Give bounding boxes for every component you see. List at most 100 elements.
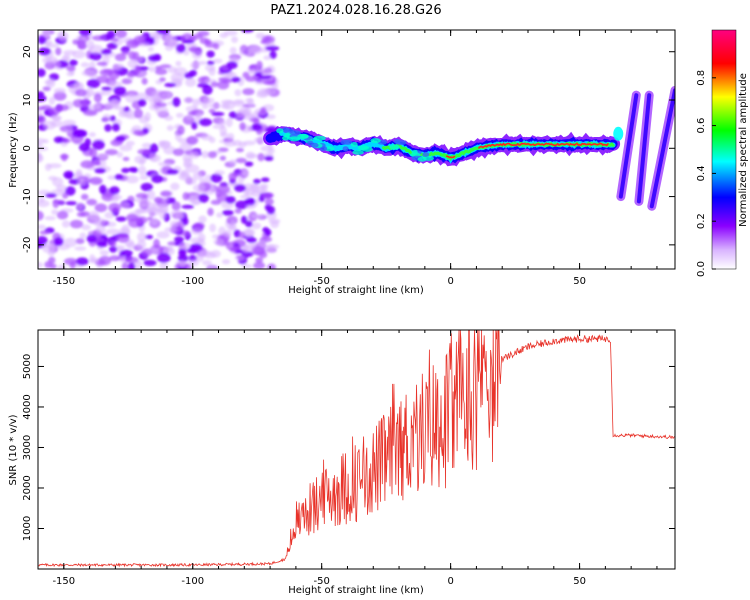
spectrogram-noise-blob [151, 174, 164, 184]
spectrogram-frame [37, 29, 676, 270]
spectrogram-noise-blob [229, 159, 238, 165]
spectrogram-noise-blob [106, 30, 116, 40]
spectrogram-noise-blob [181, 39, 195, 44]
spectrogram-noise-blob [109, 255, 120, 262]
spectrogram-noise-blob [159, 77, 166, 82]
spectrogram-noise-blob [170, 72, 185, 83]
spectrogram-noise-blob [148, 66, 156, 73]
spectrogram-noise-blob [226, 61, 238, 69]
spectrogram-noise-blob [245, 197, 256, 206]
spectrogram-noise-blob [134, 65, 141, 75]
snr-ylabel: SNR (10 * v/v) [8, 414, 19, 485]
spectrogram-noise-blob [141, 248, 153, 257]
spectrogram-noise-blob [82, 98, 90, 108]
snr-xtick-label: 0 [447, 576, 453, 587]
spectrogram-noise-blob [183, 97, 194, 103]
spectrogram-noise-blob [133, 108, 143, 119]
spectrogram-noise-blob [164, 227, 177, 233]
spectrogram-noise-blob [243, 140, 256, 146]
spectrogram-ridge-blob [340, 139, 350, 145]
spectrogram-noise-blob [185, 114, 194, 120]
spectrogram-noise-blob [238, 231, 246, 239]
spectrogram-noise-blob [241, 113, 254, 120]
spectrogram-ridge-blob [282, 135, 290, 141]
spectrogram-noise-blob [244, 161, 254, 167]
spectrogram-noise-blob [125, 175, 139, 184]
snr-series-line [38, 330, 675, 568]
spectrogram-noise-blob [66, 71, 75, 77]
spectrogram-noise-blob [242, 244, 250, 253]
spectrogram-noise-blob [138, 99, 147, 107]
spectrogram-noise-blob [45, 193, 57, 198]
spectrogram-noise-blob [271, 84, 279, 89]
spectrogram-noise-blob [213, 238, 225, 246]
spectrogram-ytick-label: 0 [22, 145, 33, 151]
spectrogram-noise-blob [136, 208, 145, 214]
spectrogram-noise-blob [95, 153, 109, 159]
spectrogram-noise-blob [210, 173, 223, 183]
spectrogram-noise-blob [208, 103, 221, 108]
spectrogram-noise-blob [198, 233, 206, 242]
spectrogram-noise-blob [86, 198, 98, 206]
spectrogram-noise-blob [225, 117, 233, 128]
spectrogram-ytick-label: -20 [22, 237, 33, 253]
spectrogram-noise-blob [258, 239, 267, 249]
spectrogram-noise-blob [188, 259, 200, 267]
spectrogram-noise-blob [135, 216, 148, 224]
spectrogram-alias-blob [613, 126, 624, 141]
spectrogram-ridge-blob [417, 156, 427, 162]
spectrogram-noise-blob [212, 124, 226, 129]
spectrogram-noise-blob [201, 150, 209, 159]
spectrogram-noise-blob [65, 201, 78, 206]
spectrogram-alias-core [618, 93, 639, 199]
spectrogram-ytick-label: -10 [22, 188, 33, 204]
spectrogram-noise-blob [211, 234, 220, 239]
spectrogram-noise-blob [242, 71, 250, 79]
spectrogram-noise-blob [135, 92, 148, 102]
spectrogram-noise-blob [52, 177, 64, 187]
spectrogram-noise-blob [241, 215, 248, 224]
spectrogram-noise-blob [208, 136, 216, 144]
spectrogram-noise-blob [69, 219, 84, 229]
spectrogram-noise-blob [53, 88, 66, 94]
spectrogram-noise-blob [210, 199, 222, 205]
spectrogram-noise-blob [92, 140, 105, 150]
spectrogram-ridge [445, 155, 456, 159]
spectrogram-noise-blob [92, 103, 101, 110]
spectrogram-noise-blob [198, 118, 213, 127]
spectrogram-noise-blob [44, 216, 56, 221]
spectrogram-noise-blob [184, 177, 197, 185]
spectrogram-noise-blob [52, 199, 65, 204]
spectrogram-noise-blob [229, 247, 237, 252]
spectrogram-noise-blob [183, 157, 193, 167]
spectrogram-noise-blob [169, 220, 179, 228]
spectrogram-noise-blob [212, 58, 223, 64]
spectrogram-noise-blob [46, 78, 56, 88]
spectrogram-noise-blob [39, 230, 50, 235]
spectrogram-alias-core [649, 88, 675, 209]
spectrogram-noise-blob [126, 39, 140, 49]
spectrogram-noise-blob [42, 244, 55, 248]
spectrogram-noise-blob [134, 260, 143, 269]
spectrogram-noise-blob [51, 209, 59, 216]
spectrogram-noise-blob [114, 53, 127, 62]
snr-xtick-label: -50 [314, 576, 330, 587]
spectrogram-noise-blob [116, 233, 130, 243]
spectrogram-noise-blob [63, 257, 78, 266]
spectrogram-noise-blob [234, 184, 246, 192]
spectrogram-noise-blob [219, 119, 226, 127]
spectrogram-noise-blob [96, 75, 110, 84]
spectrogram-noise-blob [94, 217, 106, 227]
spectrogram-noise-blob [98, 255, 112, 266]
spectrogram-noise-blob [75, 169, 83, 177]
spectrogram-noise-blob [42, 86, 51, 92]
spectrogram-noise-blob [38, 68, 46, 77]
snr-panel: -150 -100 -50 0 50 1000 2000 3000 4000 5000 Heigh… [8, 329, 676, 596]
spectrogram-noise-blob [76, 211, 86, 217]
spectrogram-noise-blob [245, 97, 254, 104]
spectrogram-ridge-blob [313, 135, 326, 141]
spectrogram-noise-blob [260, 67, 271, 76]
spectrogram-noise-blob [210, 81, 219, 88]
spectrogram-noise-blob [113, 64, 123, 71]
spectrogram-noise-blob [239, 106, 249, 115]
